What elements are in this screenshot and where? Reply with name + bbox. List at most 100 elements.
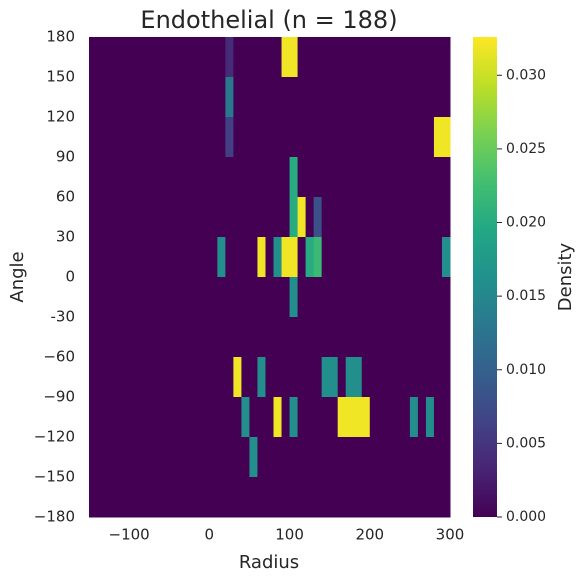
- heatmap-cell: [217, 317, 226, 358]
- heatmap-cell: [297, 157, 307, 198]
- heatmap-cell: [113, 317, 122, 358]
- heatmap-cell: [361, 277, 371, 318]
- heatmap-cell: [113, 397, 122, 438]
- heatmap-cell: [105, 117, 114, 158]
- heatmap-cell: [441, 37, 451, 78]
- heatmap-cell: [329, 77, 339, 118]
- heatmap-cell: [257, 477, 266, 518]
- heatmap-cell: [425, 317, 435, 358]
- heatmap-cell: [441, 117, 451, 158]
- heatmap-cell: [353, 477, 363, 518]
- heatmap-cell: [313, 317, 323, 358]
- heatmap-cell: [273, 477, 283, 518]
- heatmap-cell: [305, 477, 315, 518]
- heatmap-cell: [417, 237, 427, 278]
- heatmap-cell: [193, 277, 202, 318]
- heatmap-cell: [313, 397, 323, 438]
- heatmap-cell: [305, 277, 315, 318]
- heatmap-cell: [289, 437, 299, 478]
- heatmap-cell: [441, 197, 451, 238]
- heatmap-cell: [361, 117, 371, 158]
- heatmap-cell: [129, 357, 138, 398]
- heatmap-cell: [105, 237, 114, 278]
- heatmap-cell: [433, 117, 443, 158]
- heatmap-cell: [385, 237, 395, 278]
- heatmap-cell: [393, 317, 403, 358]
- colorbar-label: Density: [555, 242, 576, 311]
- heatmap-cell: [297, 277, 307, 318]
- heatmap-cell: [393, 37, 403, 78]
- heatmap-cell: [425, 197, 435, 238]
- heatmap-cell: [273, 117, 283, 158]
- heatmap-cell: [89, 477, 98, 518]
- heatmap-cell: [241, 117, 250, 158]
- heatmap-cell: [337, 397, 347, 438]
- heatmap-cell: [249, 77, 258, 118]
- heatmap-cell: [257, 117, 266, 158]
- heatmap-cell: [265, 277, 275, 318]
- heatmap-cell: [281, 437, 291, 478]
- heatmap-cell: [161, 437, 170, 478]
- heatmap-cell: [337, 37, 347, 78]
- heatmap-cell: [177, 477, 186, 518]
- heatmap-cell: [129, 77, 138, 118]
- heatmap-cell: [281, 397, 291, 438]
- heatmap-cell: [321, 397, 331, 438]
- heatmap-cell: [281, 317, 291, 358]
- heatmap-cell: [361, 437, 371, 478]
- heatmap-cell: [297, 37, 307, 78]
- heatmap-cell: [273, 237, 283, 278]
- heatmap-cell: [361, 357, 371, 398]
- heatmap-cell: [297, 437, 307, 478]
- heatmap-cell: [337, 77, 347, 118]
- heatmap-cell: [241, 437, 250, 478]
- heatmap-cell: [257, 237, 266, 278]
- heatmap-cell: [353, 437, 363, 478]
- heatmap-cell: [105, 157, 114, 198]
- heatmap-cell: [113, 237, 122, 278]
- heatmap-cell: [329, 197, 339, 238]
- heatmap-cell: [393, 477, 403, 518]
- heatmap-cell: [121, 357, 130, 398]
- heatmap-cell: [177, 37, 186, 78]
- colorbar-tick-label: 0.025: [506, 141, 546, 157]
- heatmap-cell: [353, 237, 363, 278]
- heatmap-cell: [121, 397, 130, 438]
- heatmap-cell: [193, 197, 202, 238]
- heatmap-cell: [177, 197, 186, 238]
- heatmap-cell: [233, 37, 242, 78]
- heatmap-cell: [321, 317, 331, 358]
- heatmap-cell: [121, 157, 130, 198]
- heatmap-cell: [369, 77, 379, 118]
- heatmap-cell: [393, 157, 403, 198]
- heatmap-cell: [121, 77, 130, 118]
- heatmap-cell: [377, 397, 387, 438]
- heatmap-cell: [329, 277, 339, 318]
- heatmap-cell: [89, 197, 98, 238]
- heatmap-cell: [353, 197, 363, 238]
- y-tick-label: 90: [56, 148, 75, 166]
- heatmap-cell: [185, 77, 194, 118]
- heatmap-cell: [345, 77, 355, 118]
- heatmap-cell: [321, 357, 331, 398]
- x-tick-label: 100: [275, 526, 304, 544]
- heatmap-cell: [201, 197, 210, 238]
- heatmap-cell: [257, 317, 266, 358]
- heatmap-cell: [113, 357, 122, 398]
- heatmap-cell: [393, 437, 403, 478]
- heatmap-cell: [249, 37, 258, 78]
- heatmap-cell: [297, 237, 307, 278]
- colorbar-tick-label: 0.005: [506, 435, 546, 451]
- heatmap-cell: [209, 237, 218, 278]
- y-tick-label: 120: [46, 108, 75, 126]
- heatmap-cell: [417, 437, 427, 478]
- heatmap-cell: [225, 277, 234, 318]
- heatmap-cell: [441, 77, 451, 118]
- heatmap-cell: [233, 237, 242, 278]
- heatmap-cell: [145, 277, 154, 318]
- heatmap-cell: [329, 317, 339, 358]
- heatmap-cell: [225, 477, 234, 518]
- heatmap-cell: [153, 477, 162, 518]
- heatmap-cell: [329, 437, 339, 478]
- heatmap-cell: [377, 117, 387, 158]
